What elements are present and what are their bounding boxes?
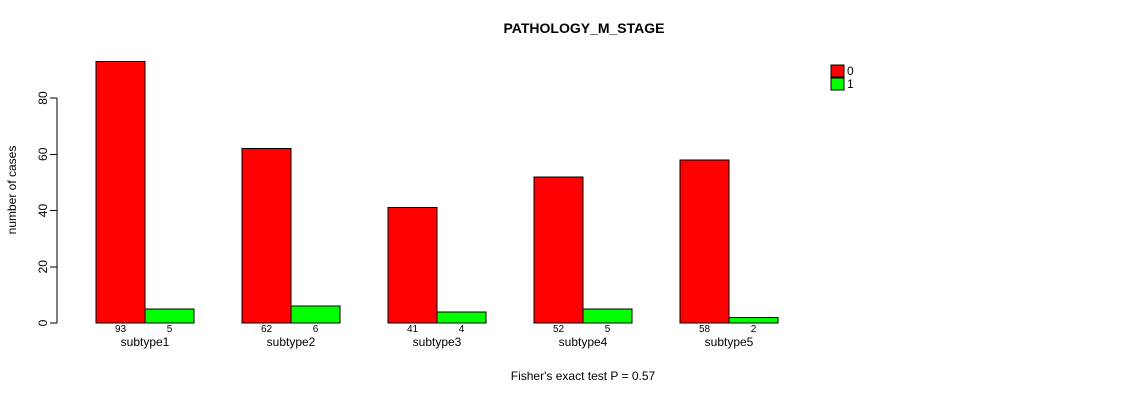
bar-count-label: 41 (407, 324, 419, 335)
y-axis: 0 20 40 60 80 (36, 91, 58, 326)
legend-swatch-0 (830, 64, 845, 78)
bar-subtype4-group0 (533, 176, 584, 324)
y-tick-label: 60 (36, 147, 50, 161)
bar-count-labels: 93 5 62 6 41 4 52 5 58 2 (115, 324, 757, 335)
y-tick-label: 0 (36, 319, 50, 326)
bar-count-label: 52 (553, 324, 565, 335)
bar-subtype1-group1 (144, 308, 195, 324)
legend-label-0: 0 (847, 64, 854, 78)
bar-count-label: 93 (115, 324, 127, 335)
bar-count-label: 58 (699, 324, 711, 335)
bar-subtype3-group0 (387, 207, 438, 324)
chart-title: PATHOLOGY_M_STAGE (503, 20, 664, 36)
y-tick-label: 80 (36, 91, 50, 105)
fisher-test-annotation: Fisher's exact test P = 0.57 (511, 369, 656, 383)
bar-subtype5-group1 (728, 316, 779, 324)
category-label-subtype5: subtype5 (705, 335, 754, 349)
bar-count-label: 2 (751, 324, 757, 335)
y-tick-label: 20 (36, 260, 50, 274)
category-label-subtype2: subtype2 (267, 335, 316, 349)
bar-count-label: 5 (167, 324, 173, 335)
bar-subtype5-group0 (679, 159, 730, 324)
legend: 01 (830, 64, 854, 91)
category-label-subtype4: subtype4 (559, 335, 608, 349)
y-tick-label: 40 (36, 204, 50, 218)
bar-subtype4-group1 (582, 308, 633, 324)
category-label-subtype1: subtype1 (121, 335, 170, 349)
legend-swatch-1 (830, 77, 845, 91)
category-label-subtype3: subtype3 (413, 335, 462, 349)
bars (95, 60, 779, 324)
bar-subtype3-group1 (436, 311, 487, 324)
bar-count-label: 5 (605, 324, 611, 335)
bar-count-label: 4 (459, 324, 465, 335)
y-axis-label: number of cases (5, 146, 19, 235)
category-labels: subtype1 subtype2 subtype3 subtype4 subtype5 (121, 335, 754, 349)
bar-subtype2-group1 (290, 305, 341, 324)
bar-subtype1-group0 (95, 60, 146, 324)
bar-subtype2-group0 (241, 148, 292, 324)
bar-count-label: 62 (261, 324, 273, 335)
bar-count-label: 6 (313, 324, 319, 335)
legend-label-1: 1 (847, 77, 854, 91)
